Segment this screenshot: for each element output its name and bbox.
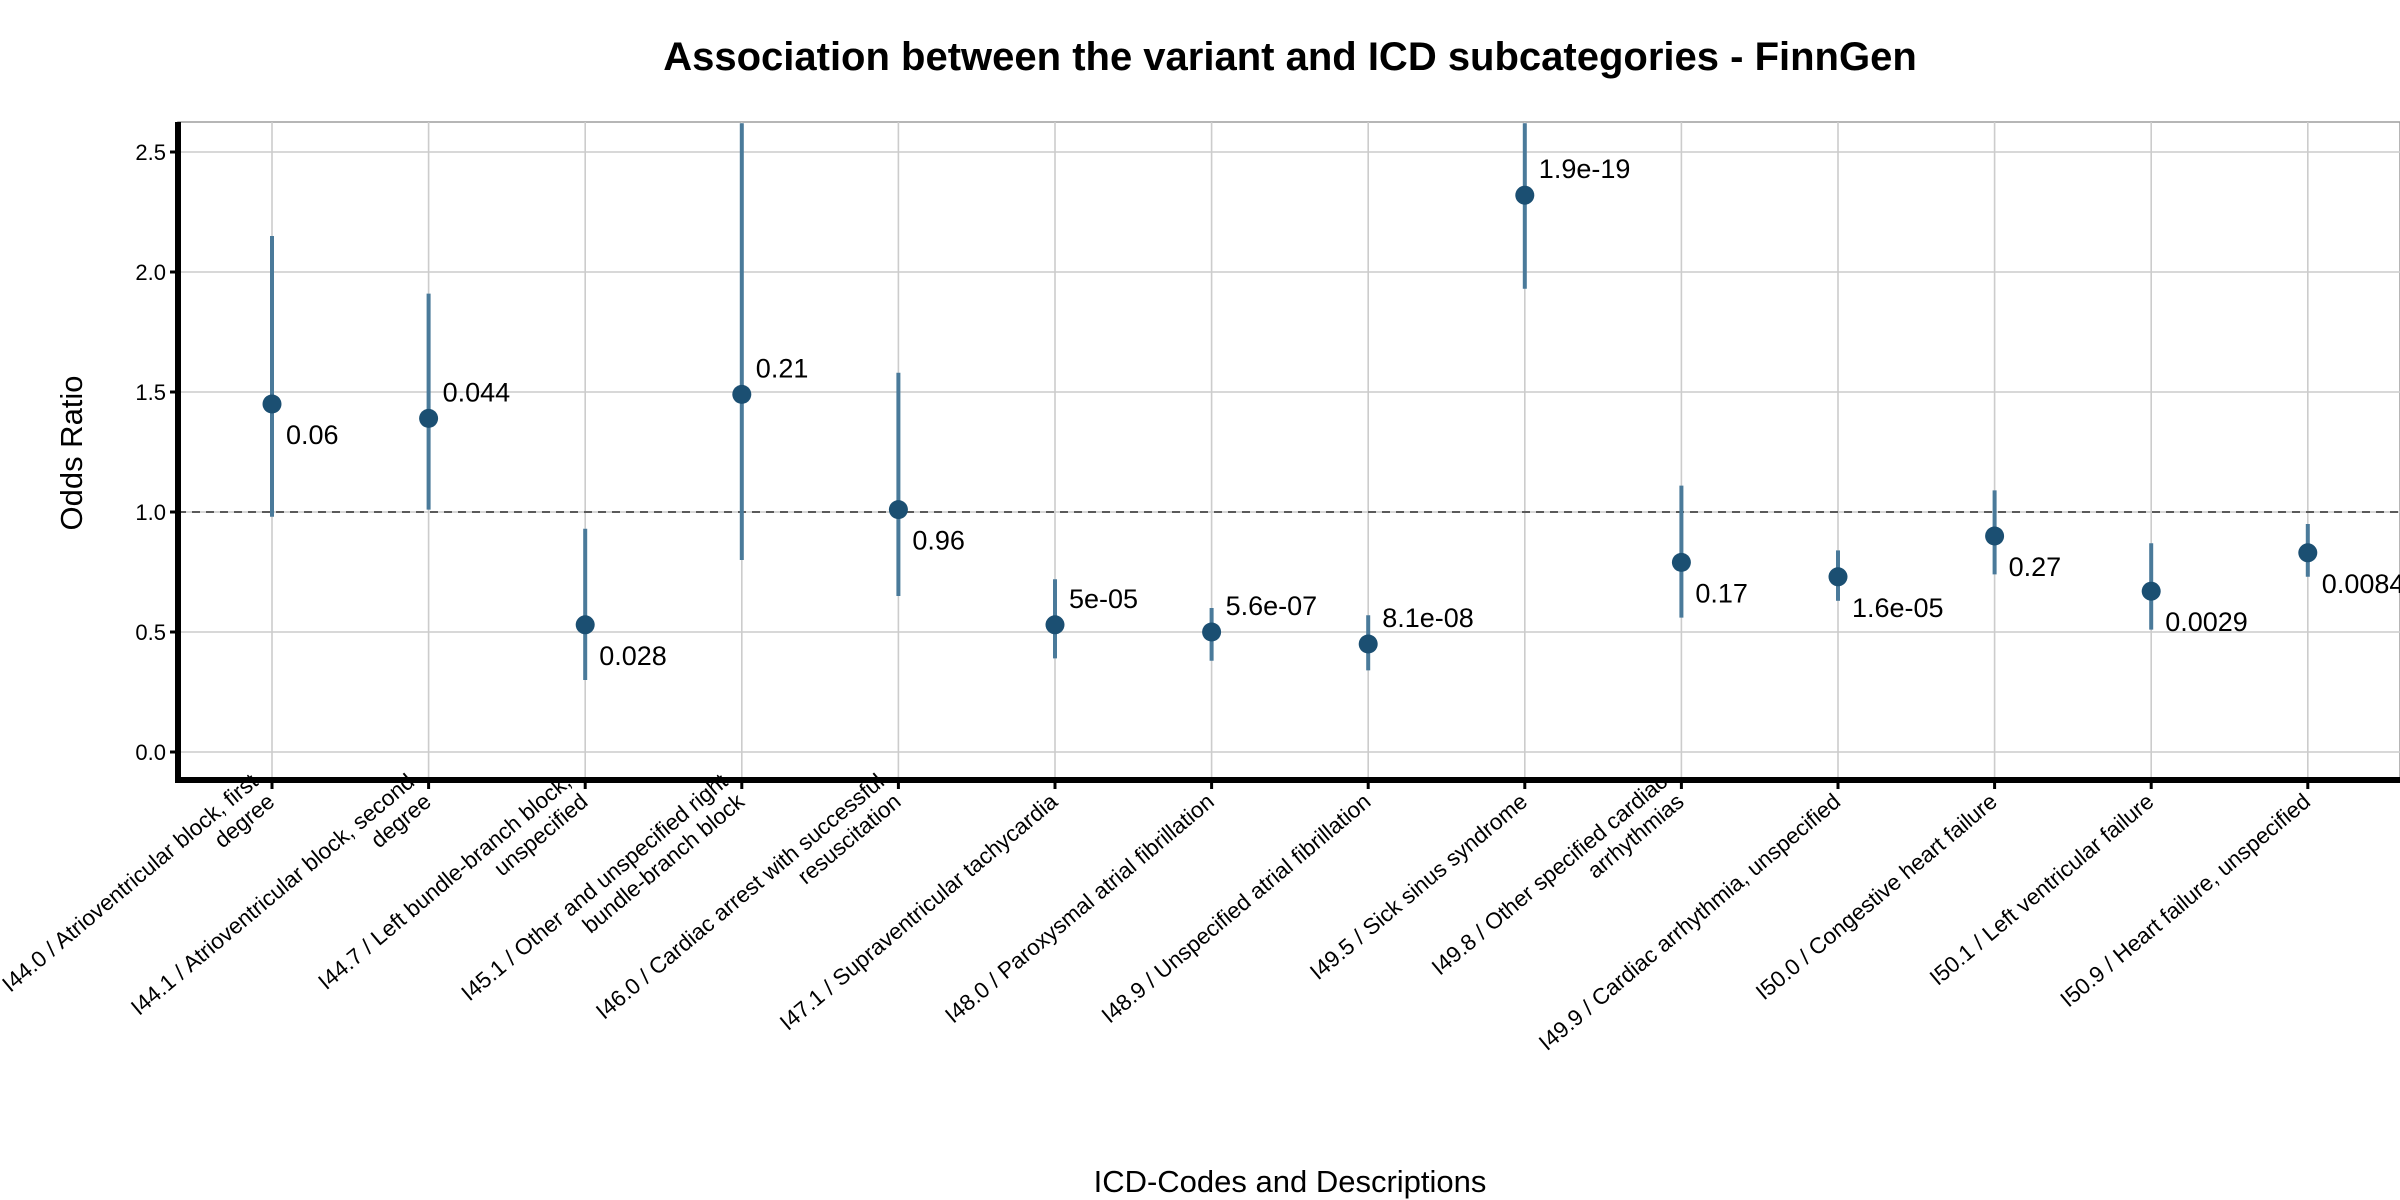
data-point	[1985, 526, 2005, 546]
x-tick-label: I44.7 / Left bundle-branch block,unspeci…	[313, 769, 592, 1015]
data-point	[262, 394, 282, 414]
p-value-label: 5.6e-07	[1226, 591, 1318, 621]
x-tick-label: I50.0 / Congestive heart failure	[1751, 789, 2002, 1005]
p-value-label: 0.028	[599, 641, 667, 671]
data-point	[575, 615, 595, 635]
data-point	[2298, 543, 2318, 563]
x-tick-label: I48.9 / Unspecified atrial fibrillation	[1097, 789, 1376, 1028]
p-value-label: 0.27	[2009, 552, 2062, 582]
x-tick-label: I49.9 / Cardiac arrhythmia, unspecified	[1534, 789, 1845, 1056]
data-marks: 0.06 0.044 0.028 0.21 0.96 5e-05 5.6e-07 8.1e-0…	[262, 123, 2400, 680]
data-point	[419, 408, 439, 428]
x-tick-label-line: I44.0 / Atrioventricular block, first	[0, 768, 263, 997]
y-tick-label: 2.0	[135, 260, 166, 285]
data-point	[1358, 634, 1378, 654]
data-point	[1515, 185, 1535, 205]
p-value-label: 0.21	[756, 353, 809, 383]
data-point	[1828, 567, 1848, 587]
p-value-label: 5e-05	[1069, 584, 1138, 614]
x-tick-label-line: I50.0 / Congestive heart failure	[1751, 789, 2002, 1005]
p-value-label: 0.0029	[2165, 607, 2248, 637]
data-point	[732, 384, 752, 404]
panel-border	[177, 121, 2400, 781]
y-axis-title: Odds Ratio	[54, 375, 89, 530]
y-tick-label: 0.5	[135, 620, 166, 645]
x-tick-label-line: I50.9 / Heart failure, unspecified	[2056, 789, 2315, 1012]
x-tick-label: I44.0 / Atrioventricular block, firstdeg…	[0, 768, 280, 1017]
p-value-label: 1.6e-05	[1852, 593, 1944, 623]
data-point	[1202, 622, 1222, 642]
x-axis-title: ICD-Codes and Descriptions	[1094, 1164, 1487, 1199]
data-point	[1045, 615, 1065, 635]
y-tick-label: 1.5	[135, 380, 166, 405]
p-value-label: 0.17	[1695, 578, 1748, 608]
x-tick-label-line: I49.9 / Cardiac arrhythmia, unspecified	[1534, 789, 1845, 1056]
data-point	[2141, 581, 2161, 601]
data-point	[1671, 552, 1691, 572]
x-tick-label: I46.0 / Cardiac arrest with successfulre…	[591, 769, 905, 1044]
y-tick-label: 0.0	[135, 740, 166, 765]
x-tick-label-line: I44.7 / Left bundle-branch block,	[313, 769, 575, 995]
plot-panel	[177, 121, 2400, 781]
p-value-label: 0.0084	[2322, 569, 2400, 599]
x-tick-label-line: I49.8 / Other specified cardiac	[1427, 769, 1672, 980]
x-tick-label: I45.1 / Other and unspecified rightbundl…	[457, 768, 750, 1025]
data-point	[888, 500, 908, 520]
x-tick-label-line: I48.9 / Unspecified atrial fibrillation	[1097, 789, 1376, 1028]
x-tick-label: I44.1 / Atrioventricular block, secondde…	[126, 769, 436, 1040]
x-tick-label: I50.9 / Heart failure, unspecified	[2056, 789, 2315, 1012]
y-tick-label: 2.5	[135, 140, 166, 165]
x-tick-label: I48.0 / Paroxysmal atrial fibrillation	[940, 789, 1219, 1028]
p-value-label: 0.044	[443, 377, 511, 407]
y-tick-label: 1.0	[135, 500, 166, 525]
x-tick-label-line: I45.1 / Other and unspecified right	[457, 768, 733, 1006]
p-value-label: 0.96	[912, 526, 965, 556]
p-value-label: 1.9e-19	[1539, 154, 1631, 184]
chart-title: Association between the variant and ICD …	[663, 35, 1917, 79]
p-value-label: 0.06	[286, 420, 339, 450]
x-tick-label-line: I48.0 / Paroxysmal atrial fibrillation	[940, 789, 1219, 1028]
p-value-label: 8.1e-08	[1382, 603, 1474, 633]
